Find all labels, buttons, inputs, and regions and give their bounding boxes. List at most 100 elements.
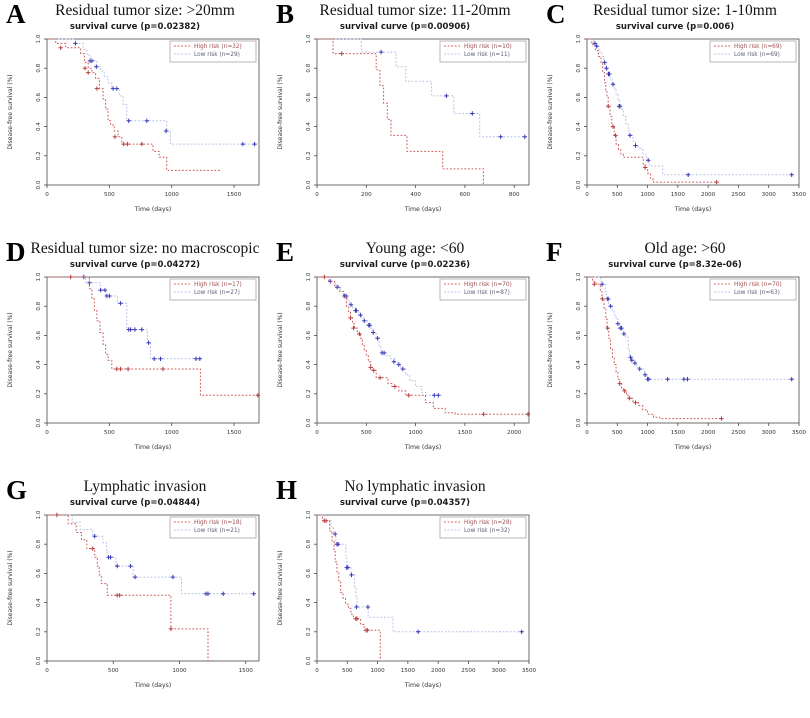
- panel-letter: F: [546, 238, 563, 267]
- censor-marks: [592, 282, 724, 421]
- panel-letter: C: [546, 0, 566, 29]
- y-tick-label: 0.6: [576, 93, 582, 102]
- axes: 0 500 1000 1500 0.0 0.2 0.4 0.6 0.8 1.0 Time (days…: [7, 510, 260, 689]
- y-axis-label: Disease-free survival (%): [277, 312, 284, 387]
- plot-box: [46, 514, 260, 662]
- panel-letter: D: [6, 238, 26, 267]
- y-tick-label: 0.6: [576, 331, 582, 340]
- y-tick-label: 0.8: [36, 63, 42, 72]
- censor-marks: [333, 531, 524, 634]
- plot-box: [316, 514, 530, 662]
- legend-label-low-risk: Low risk (n=11): [464, 52, 510, 58]
- high-risk-series: [317, 38, 484, 185]
- x-tick-label: 2500: [461, 668, 476, 674]
- x-tick-label: 0: [315, 430, 319, 436]
- x-tick-label: 1500: [227, 192, 242, 198]
- x-tick-label: 1000: [165, 430, 180, 436]
- y-tick-label: 0.4: [576, 360, 582, 369]
- x-tick-label: 2000: [431, 668, 446, 674]
- x-tick-label: 3000: [492, 668, 507, 674]
- y-axis-label: Disease-free survival (%): [7, 74, 14, 149]
- x-tick-label: 200: [361, 192, 372, 198]
- x-tick-label: 500: [342, 668, 353, 674]
- legend-label-high-risk: High risk (n=69): [734, 44, 782, 50]
- axes: 0 500 1000 1500 2000 2500 3000 3500 0.0 0.2 0.4 0.6…: [277, 510, 537, 689]
- x-tick-label: 3000: [762, 192, 777, 198]
- survival-step-curve: [317, 38, 526, 138]
- survival-step-curve: [587, 38, 793, 176]
- x-axis-label: Time (days): [134, 206, 172, 213]
- axes: 0 200 400 600 800 0.0 0.2 0.4 0.6 0.8 1.0 Time (day…: [277, 34, 530, 213]
- y-tick-label: 0.8: [306, 301, 312, 310]
- axes: 0 500 1000 1500 0.0 0.2 0.4 0.6 0.8 1.0 Time (days…: [7, 34, 260, 213]
- censor-marks: [378, 49, 527, 139]
- y-tick-label: 0.2: [576, 389, 582, 398]
- y-tick-label: 1.0: [306, 34, 312, 43]
- legend: High risk (n=70) Low risk (n=87): [439, 278, 527, 301]
- x-tick-label: 0: [45, 192, 49, 198]
- y-tick-label: 0.2: [306, 627, 312, 636]
- y-tick-label: 0.2: [36, 627, 42, 636]
- survival-step-curve: [317, 276, 529, 415]
- y-tick-label: 0.6: [36, 93, 42, 102]
- censor-marks: [339, 51, 344, 56]
- legend-label-low-risk: Low risk (n=32): [464, 528, 510, 534]
- panel-title: Residual tumor size: no macroscopic: [30, 240, 260, 257]
- legend-box: [169, 516, 257, 539]
- panel-title: Residual tumor size: 1-10mm: [593, 2, 777, 19]
- legend: High risk (n=17) Low risk (n=27): [169, 278, 257, 301]
- x-tick-label: 0: [315, 192, 319, 198]
- legend-box: [439, 516, 527, 539]
- x-axis-label: Time (days): [404, 444, 442, 451]
- panel-d: D Residual tumor size: no macroscopic su…: [0, 238, 270, 476]
- legend: High risk (n=10) Low risk (n=11): [439, 40, 527, 63]
- panel-letter: B: [276, 0, 295, 29]
- low-risk-series: [317, 38, 527, 139]
- x-tick-label: 2000: [701, 192, 716, 198]
- high-risk-series: [47, 274, 260, 398]
- x-tick-label: 400: [410, 192, 421, 198]
- legend-box: [439, 40, 527, 63]
- x-tick-label: 2000: [507, 430, 522, 436]
- panel-subtitle: survival curve (p=0.006): [615, 22, 735, 32]
- x-tick-label: 0: [315, 668, 319, 674]
- x-tick-label: 2500: [731, 192, 746, 198]
- censor-marks: [68, 274, 260, 398]
- y-axis-label: Disease-free survival (%): [547, 74, 554, 149]
- panel-letter: H: [276, 476, 298, 505]
- survival-step-curve: [47, 514, 209, 661]
- km-plot-svg: 0 500 1000 1500 0.0 0.2 0.4 0.6 0.8 1.0 Time (days…: [7, 510, 260, 689]
- legend-label-high-risk: High risk (n=17): [194, 282, 242, 288]
- plot-box: [316, 38, 530, 186]
- y-tick-label: 0.0: [36, 180, 42, 189]
- panel-title: Residual tumor size: 11-20mm: [319, 2, 511, 19]
- y-tick-label: 0.2: [36, 151, 42, 160]
- legend-label-high-risk: High risk (n=32): [194, 44, 242, 50]
- censor-marks: [322, 518, 370, 633]
- x-tick-label: 0: [45, 668, 49, 674]
- y-tick-label: 0.4: [36, 122, 42, 131]
- km-plot-svg: 0 500 1000 1500 2000 2500 3000 3500 0.0 0.2 0.4 0.6…: [277, 510, 537, 689]
- x-tick-label: 500: [612, 192, 623, 198]
- y-tick-label: 0.0: [576, 418, 582, 427]
- y-tick-label: 0.8: [306, 63, 312, 72]
- legend: High risk (n=70) Low risk (n=63): [709, 278, 797, 301]
- y-tick-label: 1.0: [306, 272, 312, 281]
- legend-label-low-risk: Low risk (n=29): [194, 52, 240, 58]
- legend-label-high-risk: High risk (n=10): [464, 44, 512, 50]
- km-plot-svg: 0 500 1000 1500 0.0 0.2 0.4 0.6 0.8 1.0 Time (days…: [7, 272, 260, 451]
- x-axis-label: Time (days): [134, 444, 172, 451]
- panel-a: A Residual tumor size: >20mm survival cu…: [0, 0, 270, 238]
- survival-step-curve: [47, 38, 221, 171]
- panel-letter: G: [6, 476, 28, 505]
- x-axis-label: Time (days): [674, 444, 712, 451]
- plot-box: [586, 276, 800, 424]
- low-risk-series: [587, 38, 794, 177]
- x-tick-label: 600: [460, 192, 471, 198]
- panel-c: C Residual tumor size: 1-10mm survival c…: [540, 0, 810, 238]
- plot-box: [46, 276, 260, 424]
- y-tick-label: 0.6: [306, 569, 312, 578]
- x-tick-label: 1500: [239, 668, 254, 674]
- x-tick-label: 0: [585, 430, 589, 436]
